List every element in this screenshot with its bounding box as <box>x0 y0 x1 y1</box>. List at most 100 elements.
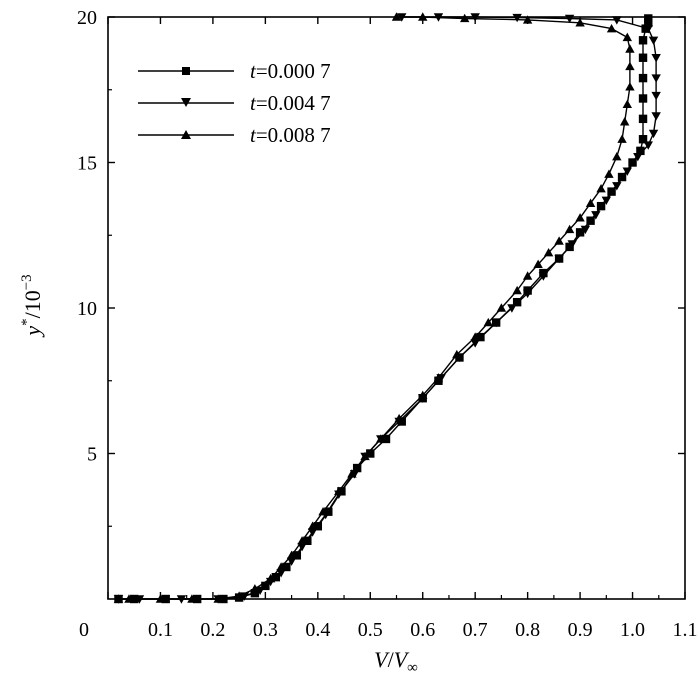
y-axis-title: y*/10−3 <box>19 274 45 337</box>
y-tick-label-3: 20 <box>77 7 97 29</box>
series-1-point-36 <box>638 135 648 144</box>
x-tick-label-11: 1.1 <box>673 619 698 641</box>
series-1-point-16 <box>366 449 375 458</box>
series-1-point-30 <box>586 216 595 225</box>
series-2-point-33 <box>643 141 653 150</box>
series-2-point-23 <box>522 289 533 299</box>
series-2-point-46 <box>397 13 407 22</box>
series-3-point-7 <box>265 573 276 583</box>
series-2-point-20 <box>470 339 480 348</box>
series-2-point-28 <box>591 211 601 220</box>
series-1-point-17 <box>381 434 391 444</box>
series-2-point-1 <box>134 595 145 604</box>
series-3-point-42 <box>606 23 617 33</box>
series-3-point-39 <box>625 61 635 71</box>
tick-marks <box>107 16 686 599</box>
series-2-point-24 <box>538 272 549 281</box>
series-3-point-15 <box>360 451 370 461</box>
series-3-point-18 <box>418 390 428 399</box>
series-3-point-0 <box>113 594 124 603</box>
series-2-point-36 <box>651 91 661 101</box>
series-2-point-32 <box>633 152 643 162</box>
y-tick-label-0: 5 <box>87 444 97 466</box>
series-2-point-41 <box>612 16 622 25</box>
series-3-point-44 <box>522 15 533 24</box>
plot-frame <box>107 16 686 600</box>
series-3-point-27 <box>543 248 554 257</box>
series-3-point-35 <box>617 134 627 143</box>
series-3-point-26 <box>533 259 543 269</box>
series-1-point-4 <box>219 594 228 604</box>
series-1-point-11 <box>303 536 312 545</box>
series-line-2 <box>118 16 657 600</box>
svg-text:t=0.000 7: t=0.000 7 <box>250 59 331 83</box>
series-3-point-33 <box>604 169 614 178</box>
series-2-point-37 <box>651 74 661 83</box>
series-3-point-2 <box>155 594 166 603</box>
series-3-point-1 <box>124 594 134 603</box>
series-1-point-24 <box>512 297 522 307</box>
x-tick-label-3: 0.3 <box>253 619 278 641</box>
series-3-point-36 <box>619 117 630 126</box>
series-2-point-39 <box>648 36 659 45</box>
series-2-point-7 <box>276 569 286 578</box>
legend-label-1: =0.000 7 <box>256 59 331 83</box>
series-3-point-3 <box>187 594 197 603</box>
series-1-point-38 <box>638 94 648 103</box>
series-1-point-37 <box>638 114 648 124</box>
legend-entry-1: t=0.000 7 <box>138 59 331 83</box>
series-1-point-39 <box>638 73 648 83</box>
series-3-point-19 <box>433 373 444 382</box>
series-2-point-44 <box>470 13 480 22</box>
series-3-point-6 <box>250 584 260 593</box>
series-2-point-5 <box>255 586 265 595</box>
series-3-point-8 <box>276 562 286 571</box>
legend-entry-2: t=0.004 7 <box>138 91 331 115</box>
tick-labels: 0 0.1 0.2 0.3 0.4 0.5 0.6 0.7 0.8 0.9 1.0 1.1 5 10 15 2… <box>77 7 698 641</box>
y-tick-label-2: 15 <box>77 153 97 175</box>
series-3-point-25 <box>522 271 533 280</box>
series-1-point-34 <box>628 158 637 167</box>
legend-marker-square <box>182 67 190 75</box>
series-3-point-11 <box>307 521 318 530</box>
series-3-point-17 <box>394 413 404 423</box>
series-3-point-20 <box>452 349 462 359</box>
series-1-point-29 <box>575 228 585 237</box>
svg-text:t=0.004 7: t=0.004 7 <box>250 91 331 115</box>
series-1-point-41 <box>638 36 648 45</box>
series-3-point-47 <box>391 12 402 21</box>
series-2-point-10 <box>307 528 318 537</box>
legend: t=0.000 7 t=0.004 7 t=0.008 7 <box>138 59 331 147</box>
series-3-point-23 <box>496 303 507 312</box>
series-1-point-9 <box>282 562 291 572</box>
series-1-point-6 <box>250 588 260 598</box>
series-1-point-8 <box>271 572 281 582</box>
series-1-point-35 <box>636 146 645 156</box>
series-1-point-22 <box>476 332 485 342</box>
series-2-point-42 <box>564 14 575 24</box>
series-2-point-30 <box>612 182 622 191</box>
series-1-point-1 <box>130 594 139 604</box>
series-2-point-9 <box>297 542 307 552</box>
legend-label-3-var: t <box>250 123 257 147</box>
legend-label-2-var: t <box>250 91 257 115</box>
series-1-point-2 <box>161 594 170 604</box>
series-2-point-22 <box>507 304 517 313</box>
svg-text:t=0.008 7: t=0.008 7 <box>250 123 331 147</box>
x-tick-label-9: 0.9 <box>568 619 593 641</box>
series-3-point-40 <box>625 44 635 53</box>
series-3-point-34 <box>612 151 622 161</box>
series-3-point-13 <box>334 486 344 496</box>
legend-label-1-var: t <box>250 59 257 83</box>
series-2-point-25 <box>554 254 564 264</box>
series-1-point-43 <box>644 18 653 28</box>
series-1-point-12 <box>313 522 323 531</box>
legend-marker-triangle-down <box>181 98 191 107</box>
series-2-point-27 <box>580 225 591 235</box>
series-2-point-29 <box>601 196 612 206</box>
series-3-point-4 <box>213 594 223 603</box>
series-3-point-46 <box>418 12 428 21</box>
series-2-point-26 <box>567 240 577 249</box>
x-tick-label-2: 0.2 <box>200 619 225 641</box>
